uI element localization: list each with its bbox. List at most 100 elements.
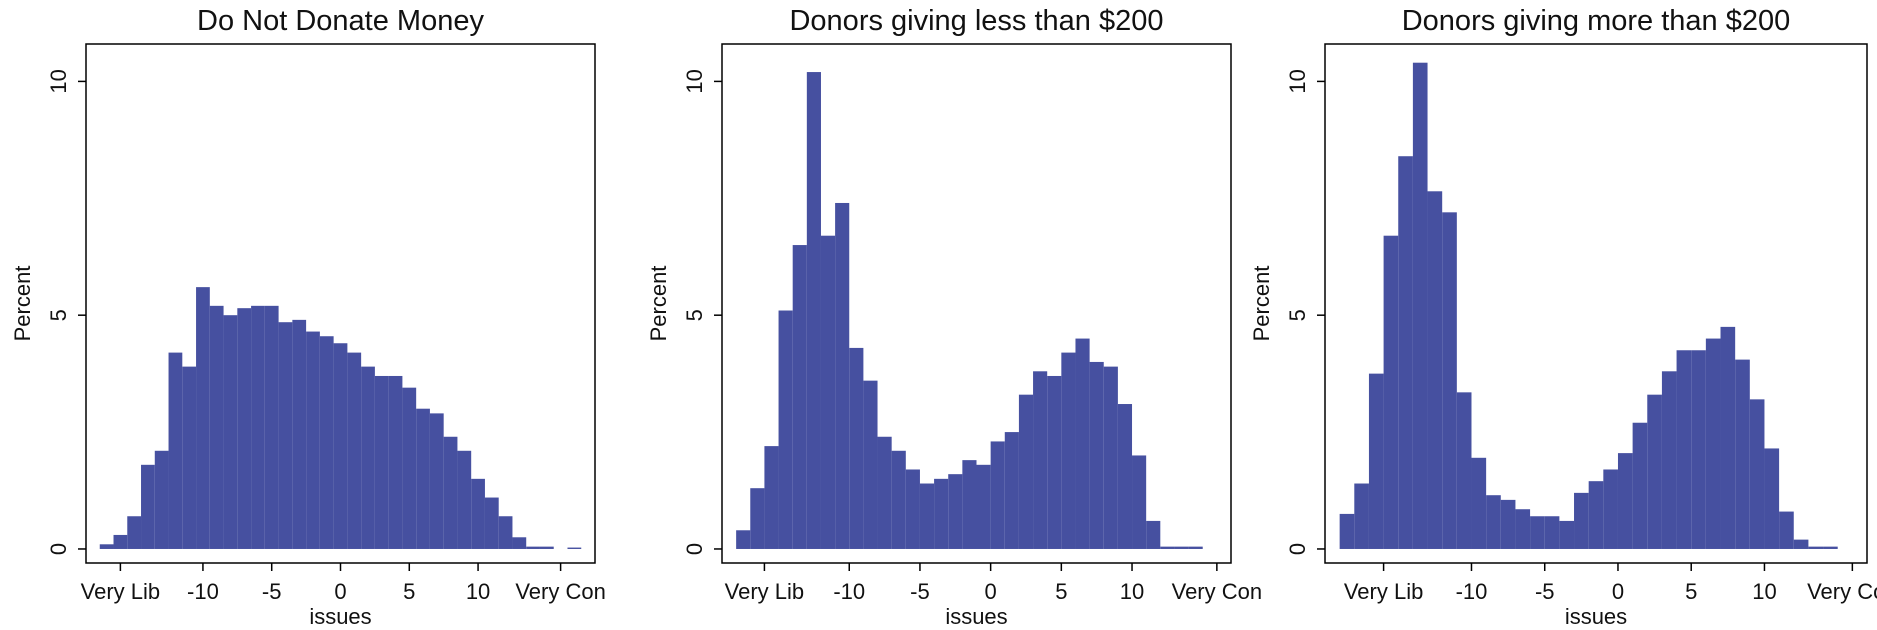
y-tick-label: 5 — [46, 309, 71, 321]
plot-frame — [1324, 43, 1868, 564]
bar — [154, 450, 169, 549]
bar — [1500, 499, 1516, 549]
bar — [863, 380, 878, 549]
bar — [388, 375, 403, 549]
chart-title: Donors giving less than $200 — [789, 5, 1163, 37]
y-tick-label: 0 — [1285, 543, 1310, 555]
bar — [1398, 156, 1413, 549]
bar — [948, 474, 963, 549]
x-tick-label: -10 — [187, 579, 219, 604]
bar — [141, 464, 155, 549]
y-axis-label: Percent — [10, 266, 35, 342]
bar — [750, 488, 765, 549]
bar — [567, 547, 582, 549]
bar — [1188, 546, 1203, 549]
x-tick-label: Very Con — [1807, 579, 1877, 604]
bar — [196, 287, 210, 549]
bar — [361, 366, 375, 549]
bar — [278, 322, 293, 549]
x-tick-label: -10 — [833, 579, 865, 604]
x-tick-label: 5 — [1685, 579, 1697, 604]
bar — [1720, 326, 1736, 549]
bar — [1647, 394, 1662, 549]
bar — [264, 305, 279, 549]
chart-title: Donors giving more than $200 — [1402, 5, 1791, 37]
x-tick-label: 5 — [1055, 579, 1067, 604]
x-tick-label: Very Lib — [81, 579, 161, 604]
y-tick-label: 10 — [682, 69, 707, 93]
bar — [1676, 350, 1692, 549]
bar — [1174, 546, 1189, 549]
bar — [806, 72, 821, 549]
y-tick-label: 0 — [46, 543, 71, 555]
bar — [1661, 371, 1677, 549]
bar — [835, 202, 850, 549]
bar — [820, 235, 836, 549]
bar — [374, 375, 389, 549]
bar — [223, 315, 238, 549]
bar — [1004, 432, 1019, 549]
x-tick-label: Very Con — [1172, 579, 1263, 604]
bar — [1544, 516, 1560, 549]
x-axis-label: issues — [1565, 604, 1627, 629]
bar — [1368, 373, 1384, 549]
bar — [429, 413, 444, 549]
bar — [1061, 352, 1076, 549]
bar — [168, 352, 183, 549]
x-tick-label: Very Con — [515, 579, 606, 604]
bar — [402, 387, 417, 549]
bar — [347, 352, 362, 549]
bar — [1691, 350, 1706, 549]
bar — [333, 343, 348, 549]
bar — [877, 436, 892, 549]
bar — [1117, 404, 1133, 549]
y-tick-label: 10 — [1285, 69, 1310, 93]
bar — [526, 546, 540, 549]
bar — [849, 347, 864, 549]
bar — [1705, 338, 1721, 549]
bar — [1574, 492, 1589, 549]
x-tick-label: 10 — [1120, 579, 1144, 604]
bar — [934, 478, 949, 549]
bar — [1588, 481, 1604, 549]
bar — [457, 450, 472, 549]
bar — [319, 336, 334, 549]
bar — [1793, 539, 1809, 549]
plot-frame — [721, 43, 1232, 564]
bar — [905, 469, 920, 549]
bar — [1103, 366, 1118, 549]
bar — [1427, 191, 1443, 549]
bar — [1383, 235, 1399, 549]
bar — [484, 497, 499, 549]
bar — [792, 245, 807, 549]
x-axis-label: issues — [945, 604, 1007, 629]
bar — [1160, 546, 1175, 549]
x-tick-label: -5 — [262, 579, 282, 604]
x-tick-label: -5 — [1535, 579, 1555, 604]
bar — [891, 450, 906, 549]
x-tick-label: 10 — [1752, 579, 1776, 604]
bar — [1132, 455, 1147, 549]
bar — [1617, 453, 1633, 549]
bar — [1442, 212, 1457, 549]
bar — [1339, 513, 1355, 549]
bar — [1632, 422, 1648, 549]
y-tick-label: 5 — [682, 309, 707, 321]
bar — [498, 516, 513, 549]
bar — [1412, 62, 1428, 549]
bar — [182, 366, 197, 549]
x-tick-label: 0 — [1612, 579, 1624, 604]
bar — [1808, 546, 1824, 549]
x-tick-label: 0 — [334, 579, 346, 604]
bar — [443, 436, 458, 549]
bar — [1559, 520, 1575, 549]
y-tick-label: 5 — [1285, 309, 1310, 321]
bar — [1530, 516, 1545, 549]
bar — [1603, 469, 1618, 549]
bar — [1047, 375, 1062, 549]
bar — [778, 310, 793, 549]
bar — [1471, 457, 1487, 549]
bar — [292, 319, 307, 549]
y-axis-label: Percent — [646, 266, 671, 342]
